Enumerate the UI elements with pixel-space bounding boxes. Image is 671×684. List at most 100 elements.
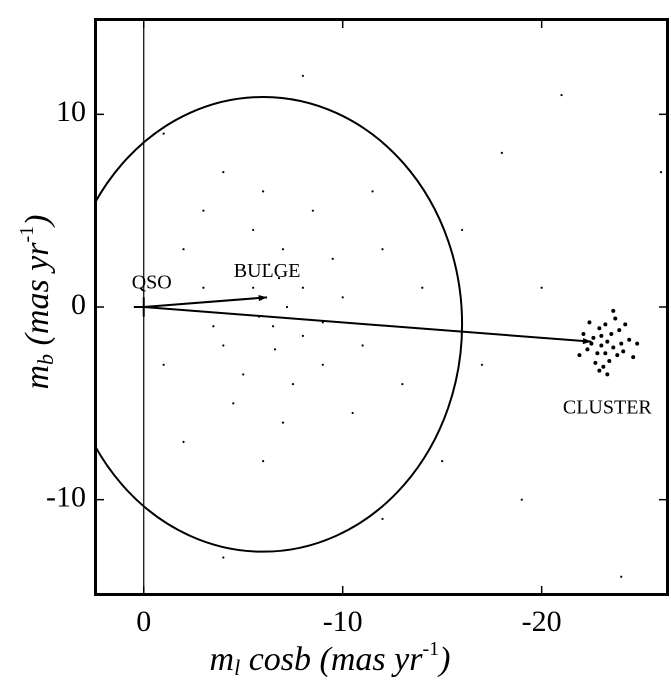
point bbox=[242, 267, 245, 270]
point bbox=[603, 351, 608, 356]
point bbox=[301, 74, 305, 77]
annotation: BULGE bbox=[234, 260, 301, 282]
point bbox=[595, 351, 600, 356]
point bbox=[480, 363, 484, 366]
point bbox=[301, 334, 305, 337]
point bbox=[460, 228, 464, 232]
point bbox=[611, 345, 616, 350]
point bbox=[162, 363, 165, 366]
point bbox=[560, 93, 563, 97]
point bbox=[222, 344, 225, 347]
point bbox=[285, 305, 289, 309]
y-tick-label: -10 bbox=[46, 481, 86, 514]
point bbox=[162, 132, 165, 135]
point bbox=[242, 373, 245, 376]
point bbox=[597, 326, 602, 331]
point bbox=[371, 190, 374, 193]
point bbox=[500, 151, 503, 154]
point bbox=[262, 460, 265, 463]
point bbox=[607, 358, 612, 363]
y-tick-label: 0 bbox=[71, 288, 86, 321]
point bbox=[252, 228, 255, 232]
point bbox=[593, 360, 598, 365]
arrow bbox=[143, 306, 592, 343]
point bbox=[659, 171, 663, 174]
point bbox=[585, 347, 590, 352]
point bbox=[291, 382, 295, 386]
point bbox=[182, 440, 185, 443]
y-tick-label: 10 bbox=[56, 95, 86, 128]
point bbox=[277, 277, 281, 280]
point bbox=[599, 343, 604, 348]
point bbox=[281, 421, 285, 424]
point bbox=[202, 209, 205, 212]
point bbox=[401, 382, 404, 386]
point bbox=[587, 320, 592, 325]
point bbox=[609, 331, 614, 336]
point bbox=[623, 322, 628, 327]
point bbox=[599, 333, 604, 338]
point bbox=[603, 322, 608, 327]
point bbox=[331, 257, 334, 260]
axis-label-part: m bbox=[19, 365, 56, 390]
point bbox=[421, 286, 424, 289]
arrow bbox=[143, 296, 268, 308]
axis-label-part: m bbox=[210, 641, 235, 678]
point bbox=[597, 368, 602, 373]
x-tick-label: 0 bbox=[136, 605, 151, 638]
annotation: QSO bbox=[132, 271, 172, 293]
point bbox=[589, 341, 594, 346]
point bbox=[267, 263, 271, 266]
point bbox=[222, 171, 225, 174]
point bbox=[611, 308, 616, 313]
axis-label-part: b bbox=[33, 354, 58, 365]
plot-area bbox=[94, 18, 663, 596]
point bbox=[619, 341, 624, 346]
point bbox=[222, 556, 225, 559]
point bbox=[341, 296, 344, 299]
point bbox=[617, 328, 622, 333]
point bbox=[262, 190, 265, 193]
point bbox=[613, 316, 618, 321]
point bbox=[620, 575, 623, 578]
point bbox=[271, 325, 275, 328]
axis-label-part: ) bbox=[437, 641, 450, 678]
point bbox=[631, 355, 636, 360]
point bbox=[581, 331, 586, 336]
arrow-head bbox=[258, 294, 268, 302]
axis-label-part: cosb (mas yr bbox=[240, 641, 423, 678]
point bbox=[182, 248, 185, 251]
point bbox=[627, 337, 632, 342]
x-tick-label: -20 bbox=[522, 605, 562, 638]
point bbox=[591, 335, 596, 340]
axis-label-part: (mas yr bbox=[19, 242, 56, 354]
point bbox=[605, 339, 610, 344]
point bbox=[381, 517, 384, 521]
axis-label-part: -1 bbox=[422, 638, 439, 660]
point bbox=[520, 498, 523, 501]
point bbox=[361, 344, 364, 347]
point bbox=[540, 286, 543, 289]
arrow-head bbox=[582, 337, 592, 345]
point bbox=[621, 349, 626, 354]
y-axis-label: mb (mas yr-1) bbox=[16, 215, 58, 390]
point bbox=[351, 411, 354, 415]
point bbox=[321, 363, 324, 366]
point bbox=[212, 325, 215, 328]
point bbox=[381, 248, 384, 251]
annotation: CLUSTER bbox=[563, 397, 653, 419]
point bbox=[577, 353, 582, 358]
point bbox=[615, 353, 620, 358]
point bbox=[605, 372, 610, 377]
point bbox=[232, 402, 235, 405]
point bbox=[202, 286, 205, 289]
point bbox=[301, 286, 305, 289]
x-tick-label: -10 bbox=[323, 605, 363, 638]
point bbox=[252, 286, 255, 289]
point bbox=[441, 460, 444, 463]
point bbox=[635, 341, 640, 346]
point bbox=[601, 364, 606, 369]
axis-label-part: l bbox=[234, 655, 240, 680]
x-axis-label: ml cosb (mas yr-1) bbox=[210, 638, 451, 680]
